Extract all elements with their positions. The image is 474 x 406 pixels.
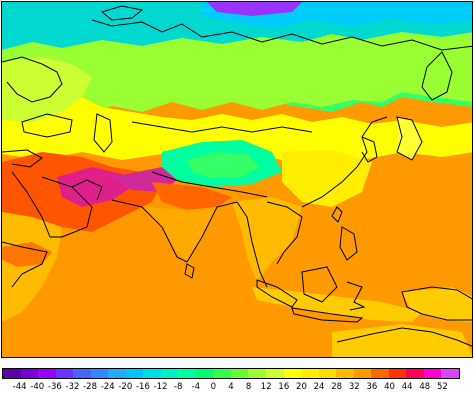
coastline-india <box>111 199 238 263</box>
land-tibet-core <box>187 152 260 178</box>
colorbar-swatch <box>213 369 231 378</box>
colorbar-tick-label: -4 <box>191 382 201 392</box>
coastline-japan <box>396 116 423 161</box>
colorbar-swatch <box>423 369 442 378</box>
colorbar-tick-label: -20 <box>118 382 133 392</box>
colorbar-swatch <box>265 369 284 378</box>
colorbar-swatch <box>73 369 91 378</box>
colorbar-tick-label: -40 <box>30 382 45 392</box>
colorbar-tick-label: -36 <box>47 382 62 392</box>
colorbar-swatch <box>108 369 126 378</box>
colorbar-swatch <box>388 369 407 378</box>
colorbar-tick-label: 24 <box>313 382 325 392</box>
colorbar-swatch <box>55 369 74 378</box>
coastline-gulf <box>71 179 103 201</box>
colorbar-ticks: -44 -40 -36 -32 -28 -24 -20 -16 -12 -8 -4 0 4 8 12 16 20… <box>2 381 460 395</box>
arctic-purple <box>207 2 302 16</box>
coastline-korea <box>361 136 378 163</box>
colorbar-swatch <box>38 369 56 378</box>
colorbar-swatch <box>143 369 161 378</box>
colorbar-swatch <box>441 369 459 378</box>
land-africa-horn <box>2 242 52 267</box>
colorbar-tick-label: 48 <box>419 382 431 392</box>
land-indonesia <box>252 287 422 322</box>
colorbar-tick-label: 8 <box>245 382 252 392</box>
coastline-arctic <box>91 19 472 51</box>
colorbar-swatch <box>336 369 354 378</box>
land-africa <box>2 212 62 322</box>
coastline-bay-bengal <box>236 201 268 288</box>
coastline-java <box>291 307 364 323</box>
colorbar-tick-label: 44 <box>401 382 413 392</box>
coastline-philippines <box>339 226 358 261</box>
coastline-china-coast <box>301 116 388 208</box>
coastline-red-sea <box>11 171 51 238</box>
coastline-sulawesi <box>346 281 366 311</box>
land-east-china <box>282 150 372 207</box>
colorbar-tick-label: -16 <box>135 382 150 392</box>
coastline-borneo <box>301 266 338 303</box>
colorbar-tick-label: 36 <box>366 382 378 392</box>
land-hot-north-india <box>152 182 232 210</box>
colorbar-swatch <box>230 369 249 378</box>
colorbar-swatch <box>195 369 214 378</box>
colorbar-swatch <box>125 369 144 378</box>
coastline-kamchatka <box>421 51 453 101</box>
colorbar-swatch <box>90 369 109 378</box>
land-india <box>142 207 217 262</box>
coastline-arabia <box>41 176 93 238</box>
colorbar-tick-label: 20 <box>296 382 307 392</box>
colorbar-tick-label: -28 <box>83 382 98 392</box>
colorbar-tick-label: -8 <box>173 382 183 392</box>
colorbar-tick-label: 0 <box>210 382 217 392</box>
colorbar-swatch <box>301 369 319 378</box>
land-australia <box>332 324 472 357</box>
colorbar-tick-label: 12 <box>260 382 272 392</box>
coastline-europe-baltic <box>2 56 63 103</box>
coastline-new-guinea <box>401 286 472 321</box>
coastline-australia <box>336 327 472 347</box>
coastline-taiwan <box>331 206 343 223</box>
colorbar-swatch <box>20 369 39 378</box>
land-southeast-asia <box>232 197 302 282</box>
colorbar-swatch <box>406 369 424 378</box>
coastline-sumatra <box>256 279 298 308</box>
colorbar-swatch <box>3 369 21 378</box>
colorbar-tick-label: -32 <box>65 382 80 392</box>
colorbar-swatch <box>318 369 337 378</box>
coastline-indochina <box>266 201 303 265</box>
colorbar-swatch <box>178 369 196 378</box>
map-canvas <box>2 2 472 357</box>
colorbar-tick-label: 32 <box>348 382 360 392</box>
colorbar-tick-label: -24 <box>100 382 115 392</box>
colorbar-tick-label: 52 <box>436 382 448 392</box>
colorbar-swatch <box>248 369 266 378</box>
coastline-borders-south <box>151 171 268 198</box>
coastline-borders-central <box>131 121 313 133</box>
colorbar-swatch <box>160 369 179 378</box>
colorbar-tick-label: -44 <box>12 382 27 392</box>
land-central-asia <box>2 32 472 114</box>
colorbar <box>2 368 460 379</box>
colorbar-swatch <box>371 369 389 378</box>
colorbar-tick-label: -12 <box>153 382 168 392</box>
coastlines <box>2 5 472 347</box>
land-japan <box>397 117 422 160</box>
land-europe <box>2 57 92 122</box>
colorbar-swatch <box>283 369 302 378</box>
coastline-novaya-zemlya <box>100 5 144 21</box>
coastline-sri-lanka <box>184 263 195 279</box>
temperature-map <box>1 1 473 358</box>
colorbar-swatch <box>353 369 372 378</box>
colorbar-tick-label: 40 <box>384 382 395 392</box>
colorbar-tick-label: 28 <box>331 382 343 392</box>
colorbar-tick-label: 16 <box>278 382 290 392</box>
coastline-caspian <box>93 113 113 153</box>
coastline-med <box>2 149 43 168</box>
colorbar-tick-label: 4 <box>228 382 234 392</box>
coastline-horn-africa <box>2 241 48 288</box>
coastline-black-sea <box>21 113 73 138</box>
